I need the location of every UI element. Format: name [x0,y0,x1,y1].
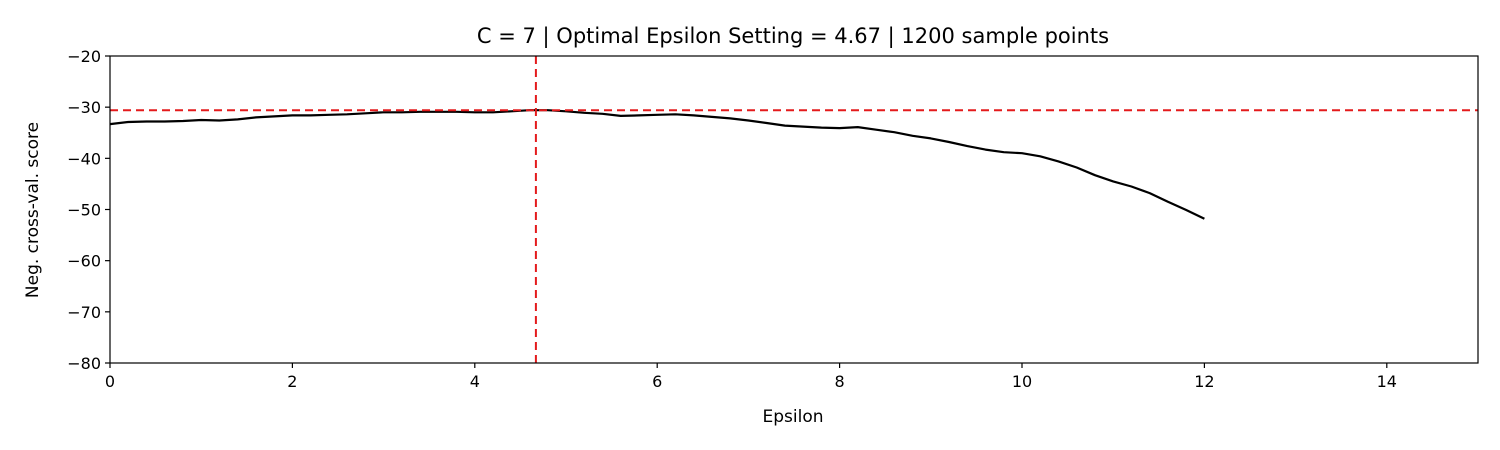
series-line [109,109,1205,220]
x-tick-label: 4 [470,372,480,391]
y-axis-label: Neg. cross-val. score [23,122,43,298]
reference-lines [110,56,1478,363]
x-tick-label: 0 [105,372,115,391]
x-tick-label: 12 [1194,372,1214,391]
y-tick-label: −80 [67,354,101,373]
y-tick-label: −70 [67,303,101,322]
y-tick-label: −30 [67,98,101,117]
x-tick-label: 6 [652,372,662,391]
x-axis-ticks: 0 2 4 6 8 10 12 14 [105,363,1397,391]
x-axis-label: Epsilon [762,407,823,427]
plot-frame [109,55,1479,364]
y-axis-ticks: −80 −70 −60 −50 −40 −30 −20 [67,47,110,373]
chart-title: C = 7 | Optimal Epsilon Setting = 4.67 |… [477,24,1109,49]
y-tick-label: −40 [67,149,101,168]
y-tick-label: −60 [67,252,101,271]
series-layer [109,109,1205,220]
plot-area [110,56,1478,363]
x-tick-label: 14 [1377,372,1397,391]
x-tick-label: 2 [287,372,297,391]
y-tick-label: −50 [67,201,101,220]
x-tick-label: 10 [1012,372,1032,391]
y-tick-label: −20 [67,47,101,66]
x-tick-label: 8 [835,372,845,391]
